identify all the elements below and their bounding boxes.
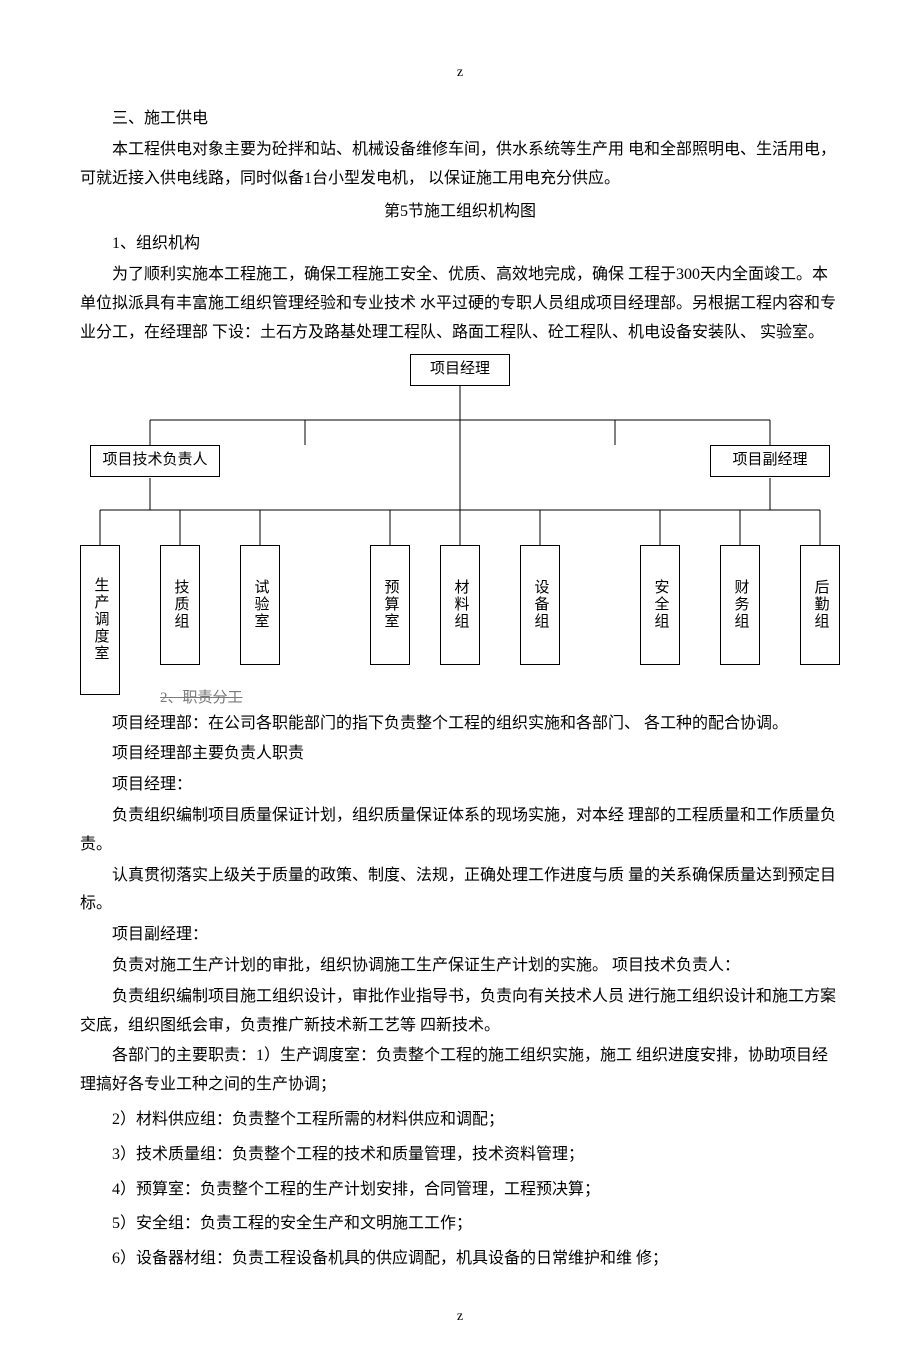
page-header-marker: z (80, 60, 840, 85)
node-deputy-manager: 项目副经理 (710, 445, 830, 477)
section3-p1: 本工程供电对象主要为砼拌和站、机械设备维修车间，供水系统等生产用 电和全部照明电… (80, 136, 840, 194)
resp-p2: 项目经理部主要负责人职责 (80, 740, 840, 769)
section5-h1: 1、组织机构 (80, 230, 840, 259)
resp-p3: 项目经理： (80, 771, 840, 800)
resp-p14: 6）设备器材组：负责工程设备机具的供应调配，机具设备的日常维护和维 修； (80, 1245, 840, 1274)
node-leaf-equipment: 设备组 (520, 545, 560, 665)
node-project-manager: 项目经理 (410, 354, 510, 386)
resp-p12: 4）预算室：负责整个工程的生产计划安排，合同管理，工程预决算； (80, 1176, 840, 1205)
node-leaf-material: 材料组 (440, 545, 480, 665)
node-leaf-lab: 试验室 (240, 545, 280, 665)
resp-p1: 项目经理部：在公司各职能部门的指下负责整个工程的组织实施和各部门、 各工种的配合… (80, 710, 840, 739)
section5-p1: 为了顺利实施本工程施工，确保工程施工安全、优质、高效地完成，确保 工程于300天… (80, 261, 840, 347)
node-tech-head: 项目技术负责人 (90, 445, 220, 477)
node-leaf-production: 生产调度室 (80, 545, 120, 695)
resp-p6: 项目副经理： (80, 921, 840, 950)
node-leaf-finance: 财务组 (720, 545, 760, 665)
resp-p5: 认真贯彻落实上级关于质量的政策、制度、法规，正确处理工作进度与质 量的关系确保质… (80, 862, 840, 920)
resp-p7: 负责对施工生产计划的审批，组织协调施工生产保证生产计划的实施。 项目技术负责人： (80, 952, 840, 981)
org-chart-sub-label: 2、职责分工 (160, 685, 243, 712)
resp-p10: 2）材料供应组：负责整个工程所需的材料供应和调配； (80, 1106, 840, 1135)
resp-p13: 5）安全组：负责工程的安全生产和文明施工工作； (80, 1210, 840, 1239)
node-leaf-safety: 安全组 (640, 545, 680, 665)
page-footer-marker: z (80, 1304, 840, 1329)
resp-p11: 3）技术质量组：负责整个工程的技术和质量管理，技术资料管理； (80, 1141, 840, 1170)
resp-p9: 各部门的主要职责：1）生产调度室：负责整个工程的施工组织实施，施工 组织进度安排… (80, 1042, 840, 1100)
section5-title: 第5节施工组织机构图 (80, 198, 840, 227)
node-leaf-budget: 预算室 (370, 545, 410, 665)
resp-p4: 负责组织编制项目质量保证计划，组织质量保证体系的现场实施，对本经 理部的工程质量… (80, 802, 840, 860)
resp-p8: 负责组织编制项目施工组织设计，审批作业指导书，负责向有关技术人员 进行施工组织设… (80, 983, 840, 1041)
section3-heading: 三、施工供电 (80, 105, 840, 134)
node-leaf-tech-quality: 技质组 (160, 545, 200, 665)
node-leaf-logistics: 后勤组 (800, 545, 840, 665)
org-chart: 项目经理 项目技术负责人 项目副经理 生产调度室 技质组 试验室 预算室 材料组… (80, 350, 840, 710)
